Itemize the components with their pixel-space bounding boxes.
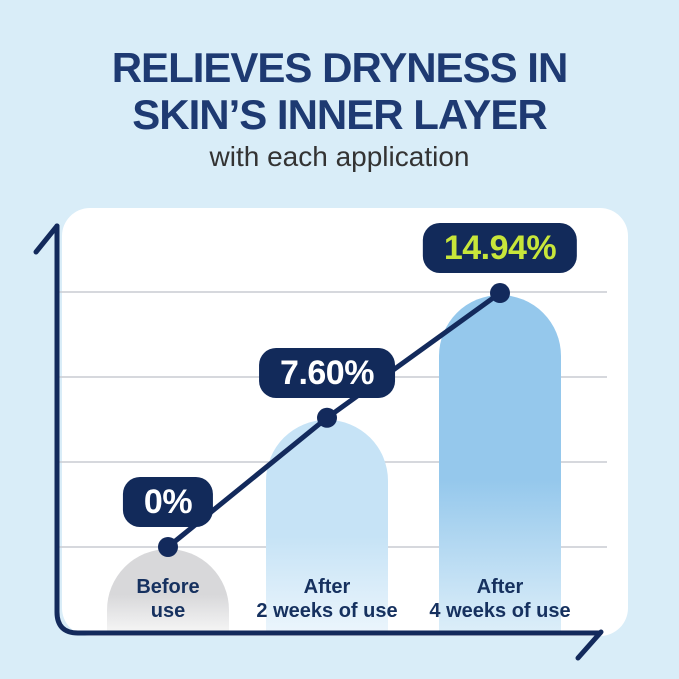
x-axis-arrow-icon [575, 629, 604, 661]
category-label-line2: 4 weeks of use [429, 600, 571, 622]
category-label-line1: After [476, 576, 524, 598]
y-axis-arrow-icon [33, 223, 60, 255]
bar-after-2-weeks [266, 419, 388, 632]
data-point [490, 283, 510, 304]
category-label-after-4-weeks: After 4 weeks of use [390, 575, 610, 623]
category-label-line2: use [150, 600, 186, 622]
category-label-line1: After [303, 576, 351, 598]
bar-before-use [107, 549, 229, 632]
bar-after-4-weeks [439, 295, 561, 632]
data-point [317, 407, 337, 428]
category-label-before-use: Before use [58, 575, 278, 623]
axes [54, 223, 603, 636]
page-subtitle: with each application [209, 141, 470, 172]
data-point [158, 537, 178, 557]
value-badge-after-2-weeks: 7.60% [259, 347, 395, 398]
value-badge-before-use: 0% [122, 477, 214, 527]
category-label-after-2-weeks: After 2 weeks of use [217, 575, 437, 623]
category-label-line1: Before [136, 576, 200, 598]
page-title-line2: SKIN’S INNER LAYER [132, 91, 548, 138]
value-badge-after-4-weeks: 14.94% [422, 223, 578, 274]
category-label-line2: 2 weeks of use [256, 600, 398, 622]
page-title: RELIEVES DRYNESS IN SKIN’S INNER LAYER [0, 44, 679, 138]
page-title-line1: RELIEVES DRYNESS IN [111, 44, 569, 91]
